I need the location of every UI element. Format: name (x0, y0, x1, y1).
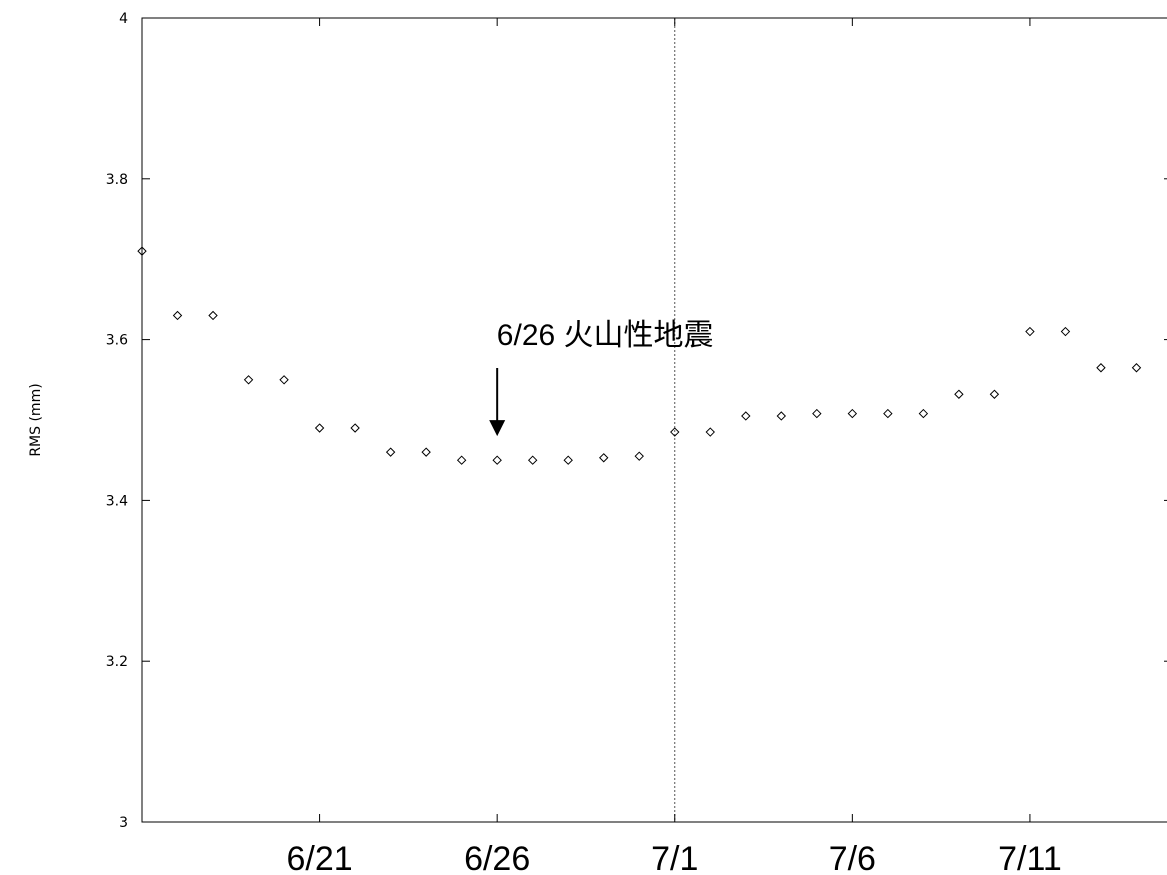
data-point (670, 427, 680, 437)
data-point (1060, 326, 1071, 337)
x-tick-label: 7/11 (998, 840, 1062, 875)
x-tick-label: 7/1 (651, 840, 698, 875)
data-point (421, 447, 431, 457)
data-point (1131, 363, 1142, 373)
data-point (314, 423, 325, 433)
annotation-arrow-head (489, 420, 506, 437)
data-point (385, 447, 396, 457)
data-point (527, 455, 538, 465)
data-point (705, 427, 715, 437)
data-point (918, 408, 929, 419)
y-tick-label: 3.2 (106, 654, 128, 670)
data-point (599, 453, 609, 463)
y-tick-label: 3.8 (106, 172, 128, 188)
x-tick-label: 6/21 (286, 840, 352, 875)
data-point (1096, 363, 1106, 373)
y-tick-label: 3.6 (106, 333, 128, 349)
data-point (243, 375, 254, 385)
data-point (208, 310, 218, 321)
data-point (812, 408, 822, 419)
data-point (350, 423, 360, 433)
data-point (634, 451, 644, 461)
x-tick-label: 7/6 (829, 840, 876, 875)
data-point (776, 411, 787, 421)
y-tick-label: 4 (119, 11, 128, 27)
y-tick-label: 3.4 (106, 493, 128, 509)
data-point (137, 246, 147, 256)
x-ticks: 6/21 6/26 7/1 7/6 7/11 (286, 18, 1062, 875)
plot-frame (141, 17, 1167, 823)
data-point (563, 455, 573, 465)
annotation-label: 6/26 火山性地震 (497, 319, 714, 352)
data-point (1025, 326, 1035, 337)
data-point (492, 455, 502, 465)
annotations: 6/26 火山性地震 (489, 319, 714, 437)
data-point (172, 310, 183, 321)
x-tick-label: 6/26 (464, 840, 530, 875)
data-point (883, 408, 893, 419)
data-point (989, 389, 1000, 399)
data-point (741, 411, 751, 421)
data-point (954, 389, 964, 399)
data-point (456, 455, 467, 465)
data-points (137, 246, 1142, 465)
y-axis-label: RMS (mm) (28, 383, 44, 456)
data-point (847, 408, 858, 419)
y-ticks: 3 3.2 3.4 3.6 3.8 4 (106, 11, 1167, 831)
y-tick-label: 3 (119, 815, 128, 831)
data-point (279, 375, 289, 385)
